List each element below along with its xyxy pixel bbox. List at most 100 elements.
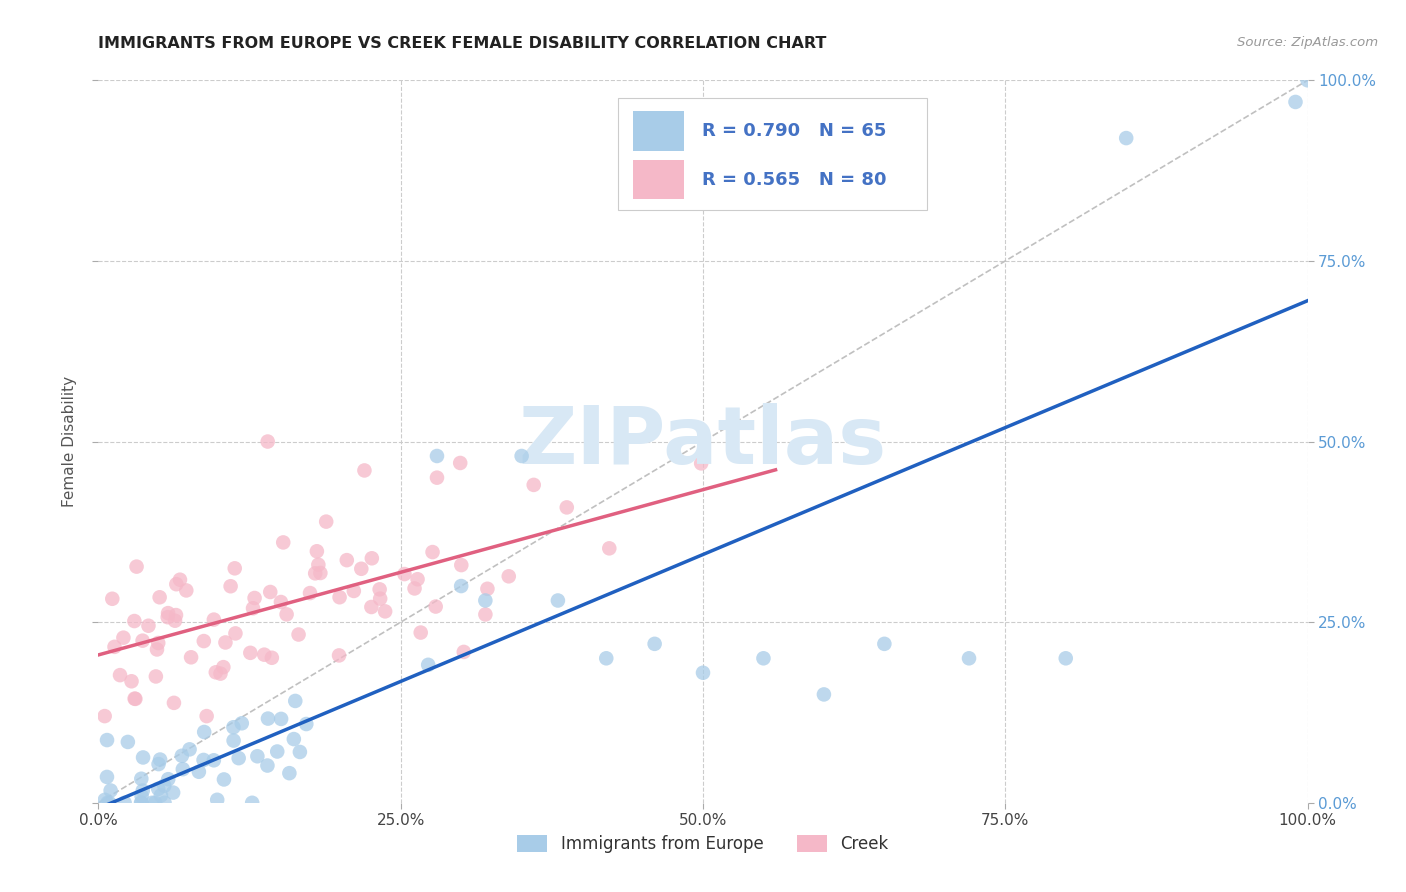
Point	[138, 619, 160, 633]
Point	[523, 478, 546, 492]
Text: Source: ZipAtlas.com: Source: ZipAtlas.com	[1237, 36, 1378, 49]
Point	[146, 642, 169, 657]
Point	[163, 696, 186, 710]
Point	[193, 753, 215, 767]
Point	[165, 608, 187, 623]
Point	[240, 796, 263, 810]
Point	[103, 640, 125, 654]
Point	[98, 796, 121, 810]
Point	[1115, 131, 1137, 145]
Point	[170, 748, 193, 763]
Point	[117, 735, 139, 749]
Point	[179, 742, 201, 756]
Point	[253, 648, 276, 662]
Point	[187, 764, 209, 779]
Point	[329, 591, 352, 605]
Point	[284, 694, 307, 708]
Point	[212, 660, 235, 674]
Point	[368, 582, 391, 597]
Point	[271, 535, 294, 549]
Point	[598, 541, 620, 556]
Point	[132, 750, 155, 764]
Point	[449, 456, 471, 470]
Point	[474, 607, 496, 622]
Point	[148, 781, 170, 796]
Point	[145, 669, 167, 683]
Point	[129, 796, 152, 810]
Point	[425, 599, 447, 614]
Point	[266, 744, 288, 758]
Point	[214, 635, 236, 649]
Point	[195, 709, 218, 723]
Point	[156, 610, 179, 624]
Point	[360, 551, 382, 566]
Point	[360, 599, 382, 614]
Point	[224, 561, 246, 575]
Point	[1284, 95, 1306, 109]
Point	[193, 634, 215, 648]
Point	[162, 786, 184, 800]
Point	[212, 772, 235, 787]
Point	[101, 591, 124, 606]
Point	[450, 558, 472, 573]
Point	[873, 637, 896, 651]
Point	[644, 637, 666, 651]
Point	[222, 720, 245, 734]
Point	[204, 665, 226, 680]
Point	[1296, 73, 1319, 87]
Point	[328, 648, 350, 663]
Point	[1054, 651, 1077, 665]
Point	[474, 593, 496, 607]
Point	[125, 559, 148, 574]
Point	[239, 646, 262, 660]
Point	[307, 558, 329, 572]
Point	[343, 584, 366, 599]
FancyBboxPatch shape	[619, 98, 927, 211]
Point	[242, 601, 264, 615]
Point	[149, 753, 172, 767]
Point	[288, 745, 311, 759]
Point	[426, 449, 449, 463]
Y-axis label: Female Disability: Female Disability	[62, 376, 77, 508]
Point	[165, 577, 187, 591]
Point	[153, 796, 176, 810]
Text: ZIPatlas: ZIPatlas	[519, 402, 887, 481]
Point	[477, 582, 499, 596]
Point	[124, 614, 146, 628]
Point	[692, 665, 714, 680]
Point	[222, 733, 245, 747]
Point	[409, 625, 432, 640]
Point	[547, 593, 569, 607]
Point	[278, 766, 301, 780]
Point	[295, 717, 318, 731]
Point	[350, 562, 373, 576]
Point	[315, 515, 337, 529]
Point	[148, 757, 170, 772]
Point	[153, 779, 176, 793]
Point	[202, 753, 225, 767]
Point	[93, 709, 115, 723]
Point	[172, 762, 194, 776]
Point	[96, 733, 118, 747]
Point	[131, 796, 153, 810]
Point	[270, 712, 292, 726]
Point	[163, 614, 186, 628]
Point	[157, 772, 180, 787]
Point	[243, 591, 266, 605]
Point	[132, 783, 155, 797]
Point	[169, 573, 191, 587]
Point	[305, 544, 328, 558]
Point	[257, 712, 280, 726]
Point	[246, 749, 269, 764]
Point	[209, 666, 232, 681]
Point	[353, 463, 375, 477]
Point	[690, 456, 713, 470]
Point	[148, 636, 170, 650]
Point	[374, 604, 396, 618]
Point	[143, 796, 166, 810]
Point	[309, 566, 332, 580]
Point	[394, 567, 416, 582]
Point	[406, 572, 429, 586]
Point	[270, 595, 292, 609]
Point	[131, 633, 153, 648]
